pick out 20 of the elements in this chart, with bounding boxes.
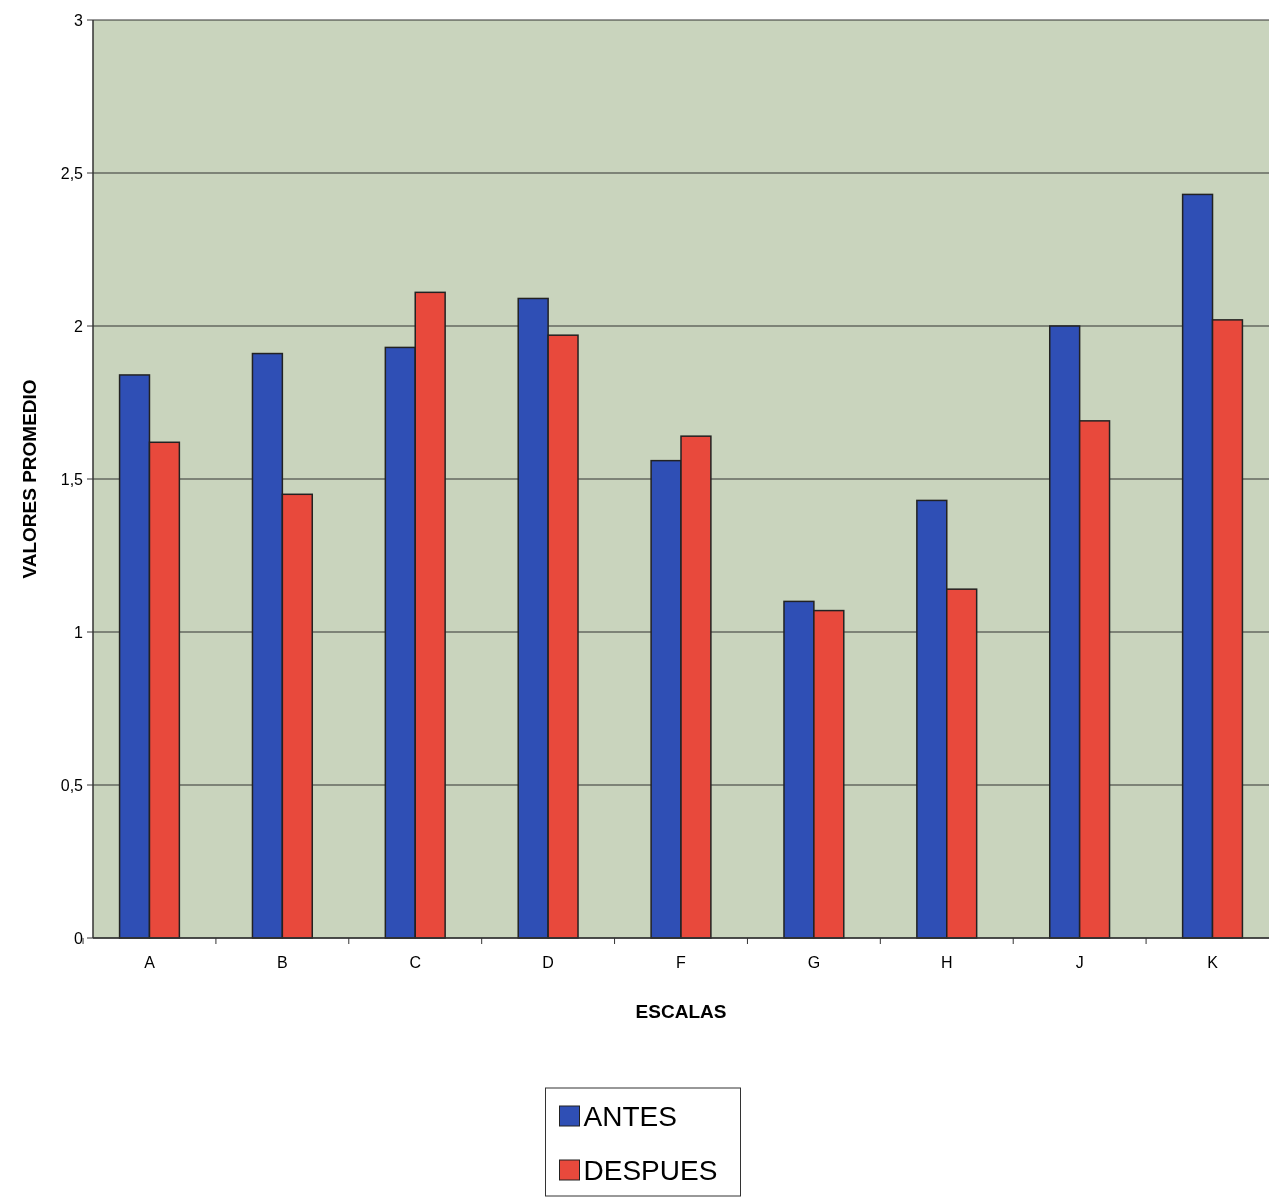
x-tick-label: C <box>409 954 422 971</box>
y-tick-label: 2,5 <box>60 164 84 182</box>
x-tick-label: D <box>542 954 554 971</box>
x-tick-label: F <box>676 954 687 971</box>
y-tick-label: 2 <box>74 317 84 335</box>
x-tick-label: B <box>277 954 288 971</box>
y-tick-label: 0 <box>74 929 84 947</box>
x-tick-label: K <box>1207 954 1219 971</box>
y-tick-label: 1,5 <box>60 470 84 488</box>
y-tick-label: 0,5 <box>60 776 84 794</box>
x-tick-label: J <box>1075 954 1084 971</box>
legend-label: ANTES <box>583 1100 677 1132</box>
x-tick-label: G <box>807 954 821 971</box>
x-tick-label: H <box>940 954 953 971</box>
y-tick-label: 3 <box>74 11 84 29</box>
x-tick-label: A <box>144 954 156 971</box>
y-tick-label: 1 <box>74 623 84 641</box>
y-axis-title: VALORES PROMEDIO <box>19 379 40 579</box>
legend-label: DESPUES <box>583 1154 718 1186</box>
x-axis-title: ESCALAS <box>635 1001 727 1022</box>
